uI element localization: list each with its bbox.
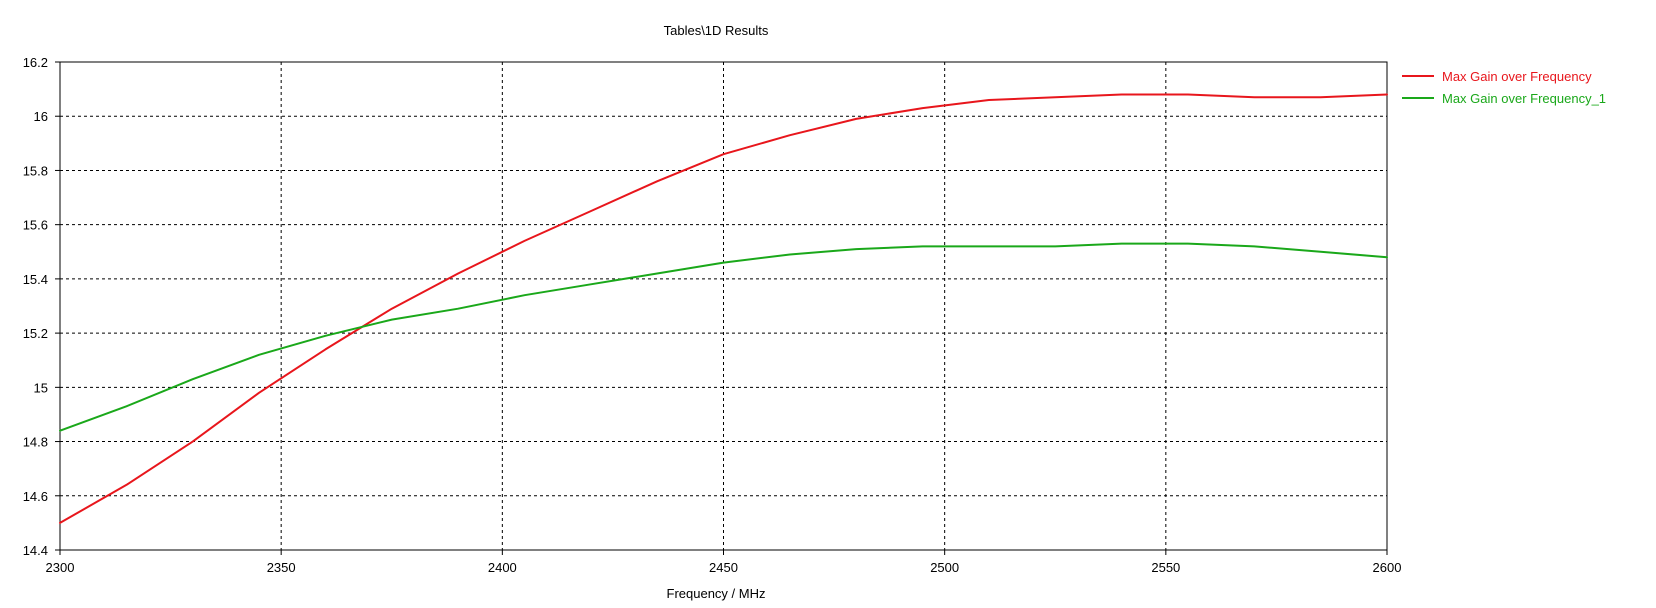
x-tick-label: 2300 [46,560,75,575]
legend: Max Gain over Frequency Max Gain over Fre… [1402,69,1606,106]
y-tick-label: 14.4 [23,543,48,558]
axis-ticks: 2300 2350 2400 2450 2500 2550 2600 14.4 14.6 14.8… [23,55,1402,575]
series-line-1 [59,93,1388,524]
y-tick-label: 14.6 [23,489,48,504]
y-tick-label: 15.6 [23,218,48,233]
y-tick-label: 15.4 [23,272,48,287]
x-tick-label: 2400 [488,560,517,575]
x-tick-label: 2500 [930,560,959,575]
legend-label-2: Max Gain over Frequency_1 [1442,91,1606,106]
y-tick-label: 15.8 [23,163,48,178]
series-line-2 [59,242,1388,432]
x-tick-label: 2550 [1151,560,1180,575]
x-tick-label: 2450 [709,560,738,575]
x-axis-label: Frequency / MHz [667,586,766,601]
x-tick-label: 2600 [1373,560,1402,575]
x-tick-label: 2350 [267,560,296,575]
legend-label-1: Max Gain over Frequency [1442,69,1592,84]
chart-title: Tables\1D Results [664,23,769,38]
y-tick-label: 15.2 [23,326,48,341]
y-tick-label: 15 [34,380,48,395]
y-tick-label: 16 [34,109,48,124]
y-tick-label: 16.2 [23,55,48,70]
grid-lines [60,62,1387,550]
y-tick-label: 14.8 [23,435,48,450]
data-series [59,93,1388,524]
